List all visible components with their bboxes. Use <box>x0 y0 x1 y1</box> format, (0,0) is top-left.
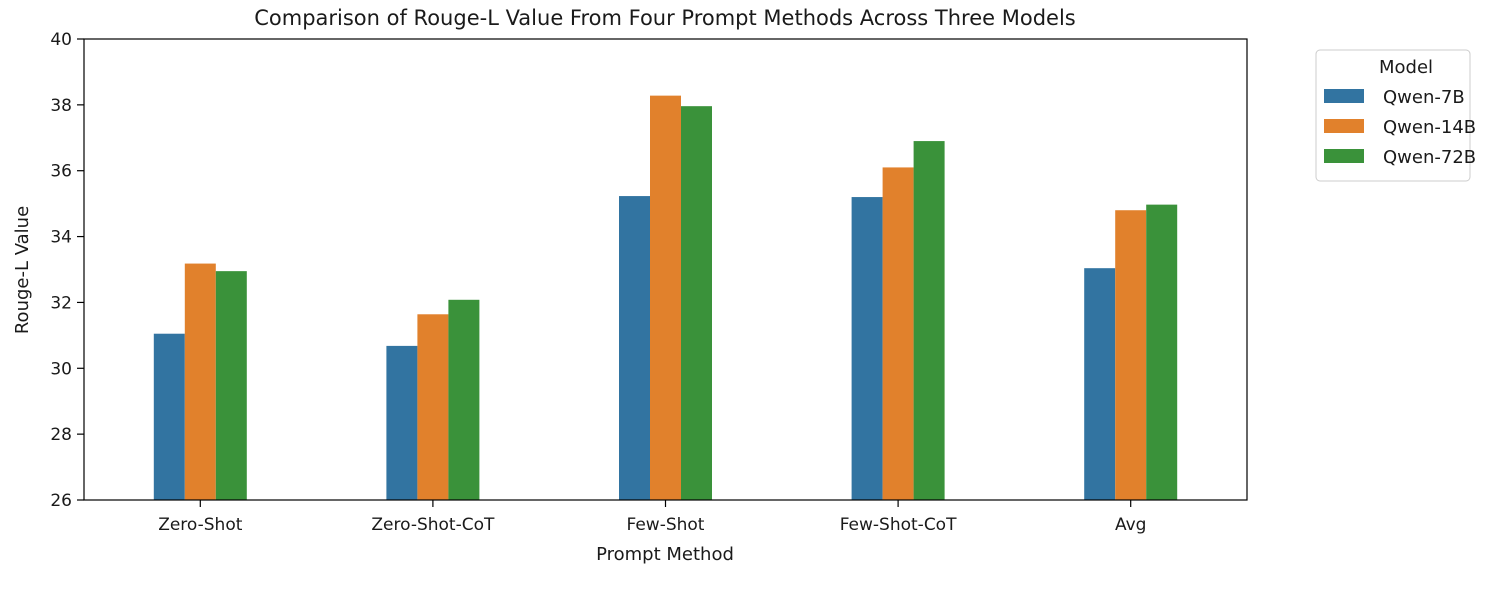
bar-qwen-7b-avg <box>1084 268 1116 500</box>
legend-label-qwen-14b: Qwen-14B <box>1383 117 1476 138</box>
bar-qwen-14b-avg <box>1115 210 1147 500</box>
x-tick-label: Zero-Shot-CoT <box>371 515 495 535</box>
bar-qwen-72b-avg <box>1146 204 1178 500</box>
bar-qwen-72b-zero-shot <box>215 271 247 500</box>
bar-qwen-7b-zero-shot <box>153 333 185 500</box>
y-tick-label: 30 <box>50 359 72 379</box>
y-tick-label: 40 <box>50 30 72 50</box>
bar-qwen-7b-few-shot-cot <box>851 197 883 501</box>
legend-title: Model <box>1379 57 1433 78</box>
bar-qwen-14b-zero-shot-cot <box>417 314 449 500</box>
x-axis-label: Prompt Method <box>596 544 734 565</box>
legend: Model Qwen-7B Qwen-14B Qwen-72B <box>1315 49 1476 182</box>
chart-title: Comparison of Rouge-L Value From Four Pr… <box>254 6 1076 30</box>
x-axis: Zero-Shot Zero-Shot-CoT Few-Shot Few-Shot-C… <box>158 500 1146 535</box>
plot-area <box>153 95 1178 501</box>
x-tick-label: Zero-Shot <box>158 515 243 535</box>
y-tick-label: 36 <box>50 162 72 182</box>
y-tick-label: 34 <box>50 228 72 248</box>
legend-swatch-qwen-7b <box>1324 89 1364 103</box>
bar-qwen-14b-few-shot-cot <box>882 167 914 500</box>
bar-qwen-7b-zero-shot-cot <box>386 345 418 500</box>
y-axis-label: Rouge-L Value <box>12 206 33 334</box>
legend-label-qwen-72b: Qwen-72B <box>1383 147 1476 168</box>
legend-swatch-qwen-14b <box>1324 119 1364 133</box>
bar-qwen-72b-zero-shot-cot <box>448 299 480 500</box>
bar-qwen-72b-few-shot-cot <box>913 141 945 501</box>
y-tick-label: 28 <box>50 425 72 445</box>
legend-frame <box>1315 49 1471 182</box>
y-axis: 26 28 30 32 34 36 38 40 <box>50 30 84 511</box>
y-tick-label: 26 <box>50 491 72 511</box>
x-tick-label: Avg <box>1115 515 1147 535</box>
bar-qwen-72b-few-shot <box>681 106 712 500</box>
bar-qwen-14b-zero-shot <box>184 263 216 500</box>
y-tick-label: 32 <box>50 293 72 313</box>
x-tick-label: Few-Shot <box>627 515 705 535</box>
legend-swatch-qwen-72b <box>1324 149 1364 163</box>
bar-qwen-7b-few-shot <box>619 196 650 501</box>
y-tick-label: 38 <box>50 96 72 116</box>
bar-qwen-14b-few-shot <box>650 95 681 500</box>
legend-label-qwen-7b: Qwen-7B <box>1383 87 1465 108</box>
x-tick-label: Few-Shot-CoT <box>840 515 957 535</box>
